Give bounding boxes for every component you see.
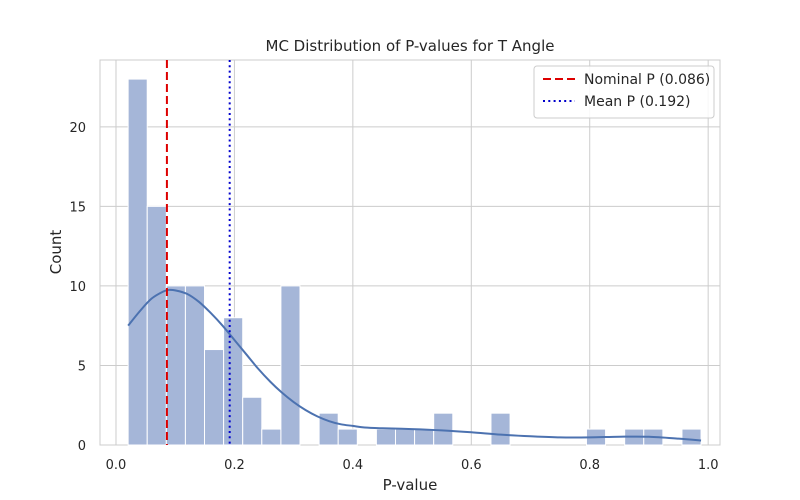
y-tick-label: 15 <box>69 200 86 215</box>
kde-curve <box>127 288 702 442</box>
histogram-bar <box>337 428 358 446</box>
reference-lines <box>165 60 231 445</box>
histogram-bar <box>375 428 396 446</box>
histogram-bar <box>280 285 301 446</box>
chart-title: MC Distribution of P-values for T Angle <box>266 37 555 55</box>
kde-layer <box>127 288 702 442</box>
histogram-bar <box>681 428 702 446</box>
y-tick-label: 0 <box>78 439 86 454</box>
histogram-bar <box>261 428 282 446</box>
histogram-bar <box>242 396 263 446</box>
x-axis-label: P-value <box>383 476 438 494</box>
y-tick-label: 5 <box>78 359 86 374</box>
x-tick-label: 0.0 <box>106 458 127 473</box>
histogram-bar <box>146 205 167 446</box>
histogram-bar <box>127 78 148 446</box>
legend-frame <box>533 65 715 119</box>
y-axis-ticks: 0 5 10 15 20 <box>69 121 86 454</box>
histogram-bars <box>127 78 702 446</box>
histogram-bar <box>414 428 435 446</box>
legend-label-mean-p: Mean P (0.192) <box>584 94 691 110</box>
histogram-bar <box>184 285 206 446</box>
x-axis-ticks: 0.0 0.2 0.4 0.6 0.8 1.0 <box>106 458 719 473</box>
x-tick-label: 0.6 <box>461 458 482 473</box>
histogram-bar <box>165 285 186 446</box>
histogram-bar <box>394 428 416 446</box>
x-tick-label: 0.4 <box>343 458 364 473</box>
histogram-bar <box>223 317 244 446</box>
y-tick-label: 20 <box>69 121 86 136</box>
legend: Nominal P (0.086) Mean P (0.192) <box>533 65 715 119</box>
x-tick-label: 1.0 <box>698 458 719 473</box>
x-tick-label: 0.8 <box>579 458 600 473</box>
y-axis-label: Count <box>47 230 65 275</box>
legend-label-nominal-p: Nominal P (0.086) <box>584 72 710 88</box>
x-tick-label: 0.2 <box>224 458 245 473</box>
histogram-bar <box>433 412 454 446</box>
y-tick-label: 10 <box>69 280 86 295</box>
histogram-bar <box>490 412 511 446</box>
histogram-bar <box>204 349 225 446</box>
